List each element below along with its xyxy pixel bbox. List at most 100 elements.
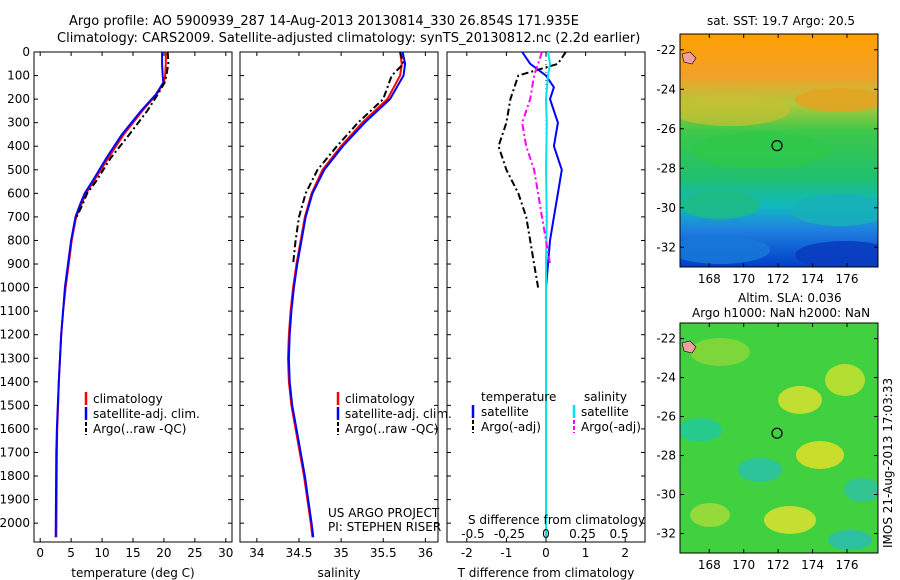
series-climatology (55, 52, 167, 538)
map-y-tick-label: -32 (656, 527, 676, 541)
legend-title-salinity: salinity (584, 390, 627, 404)
map-y-tick-label: -26 (656, 122, 676, 136)
y-tick-label: 0 (22, 45, 30, 59)
sla-map-title-line2: Argo h1000: NaN h2000: NaN (692, 306, 870, 320)
legend-title-temperature: temperature (481, 390, 556, 404)
x-axis-label: T difference from climatology (457, 566, 635, 580)
map-y-tick-label: -30 (656, 201, 676, 215)
x-tick-label: 1 (582, 546, 590, 560)
legend-label-climatology: climatology (345, 392, 415, 406)
map-x-tick-label: 170 (732, 558, 755, 572)
x-tick-label: 15 (125, 546, 140, 560)
y-tick-label: 300 (7, 116, 30, 130)
landmass-shape (681, 51, 697, 65)
legend-label-satellite: satellite-adj. clim. (93, 407, 200, 421)
landmass-shape (681, 340, 697, 354)
y-tick-label: 1800 (0, 469, 30, 483)
sst-map-title: sat. SST: 19.7 Argo: 20.5 (707, 14, 855, 28)
sst-map-axes: 168 170 172 174 176 -22 -24 -26 -28 -30 -32 (656, 34, 878, 286)
map-y-tick-label: -26 (656, 410, 676, 424)
y-tick-label: 400 (7, 139, 30, 153)
x-tick-label: 2 (621, 546, 629, 560)
x-tick-label: 25 (187, 546, 202, 560)
project-annotation: US ARGO PROJECT (328, 506, 440, 520)
x-axis-label: temperature (deg C) (71, 566, 194, 580)
series-temperature-satellite (521, 51, 563, 538)
map-x-tick-label: 172 (767, 272, 790, 286)
map-y-tick-label: -24 (656, 371, 676, 385)
y-tick-label: 700 (7, 210, 30, 224)
map-y-tick-label: -32 (656, 240, 676, 254)
series-salinity-satellite (544, 51, 552, 538)
x-tick-label: -1 (500, 546, 512, 560)
temperature-legend: climatology satellite-adj. clim. Argo(..… (84, 392, 200, 436)
sla-map-axes: 168 170 172 174 176 -22 -24 -26 -28 -30 -32 (656, 323, 878, 572)
legend-label-argo: Argo(..raw -QC) (93, 422, 186, 436)
x-tick-label: 5 (67, 546, 75, 560)
y-tick-label: 600 (7, 186, 30, 200)
series-satellite-adj-clim- (287, 51, 407, 538)
y-tick-label: 1100 (0, 304, 30, 318)
legend-label-sal-argo: Argo(-adj) (581, 420, 641, 434)
sla-map-title-line1: Altim. SLA: 0.036 (738, 291, 842, 305)
series-temperature-argo-adj- (497, 51, 567, 288)
x-tick-label: 34.5 (286, 546, 313, 560)
argo-location-marker (771, 427, 783, 439)
x-tick-label: 30 (218, 546, 233, 560)
difference-legend: temperature satellite Argo(-adj) salinit… (468, 390, 645, 527)
map-x-tick-label: 176 (836, 272, 859, 286)
top-tick-label: -0.5 (461, 527, 484, 541)
x-tick-label: 0 (36, 546, 44, 560)
legend-label-temp-satellite: satellite (481, 405, 529, 419)
series-salinity-argo-adj- (521, 51, 551, 265)
top-tick-label: 0.5 (609, 527, 628, 541)
map-y-tick-label: -30 (656, 488, 676, 502)
y-tick-label: 1000 (0, 281, 30, 295)
x-tick-label: 34 (249, 546, 264, 560)
y-tick-label: 1700 (0, 445, 30, 459)
sla-map-frame (679, 322, 879, 554)
temperature-plot: 0 5 10 15 20 25 300100200300400500600700800900… (0, 45, 233, 580)
y-tick-label: 1300 (0, 351, 30, 365)
x-axis-label: salinity (317, 566, 360, 580)
map-y-tick-label: -24 (656, 82, 676, 96)
legend-label-sal-satellite: satellite (581, 405, 629, 419)
map-x-tick-label: 168 (698, 558, 721, 572)
salinity-panel-frame (239, 51, 439, 543)
sst-map-frame (679, 33, 879, 268)
imos-timestamp: IMOS 21-Aug-2013 17:03:33 (881, 378, 895, 548)
y-tick-label: 100 (7, 69, 30, 83)
top-tick-label: 0 (542, 527, 550, 541)
y-tick-label: 2000 (0, 516, 30, 530)
map-y-tick-label: -22 (656, 43, 676, 57)
legend-label-temp-argo: Argo(-adj) (481, 420, 541, 434)
map-y-tick-label: -28 (656, 161, 676, 175)
x-tick-label: 35.5 (370, 546, 397, 560)
x-tick-label: 36 (418, 546, 433, 560)
y-tick-label: 500 (7, 163, 30, 177)
series-argo-raw-qc- (292, 51, 405, 265)
y-tick-label: 900 (7, 257, 30, 271)
difference-plot: -2 -1 0 1 2 T difference from climatology -0.5… (447, 51, 645, 580)
map-x-tick-label: 174 (801, 558, 824, 572)
argo-location-marker (771, 140, 783, 152)
x-tick-label: 35 (333, 546, 348, 560)
series-argo-raw-qc- (75, 51, 170, 218)
top-tick-label: -0.25 (494, 527, 525, 541)
x-tick-label: 10 (94, 546, 109, 560)
series-satellite-adj-clim- (54, 52, 165, 538)
x-tick-label: 0 (542, 546, 550, 560)
x-tick-label: -2 (461, 546, 473, 560)
map-y-tick-label: -28 (656, 449, 676, 463)
legend-label-climatology: climatology (93, 392, 163, 406)
series-climatology (286, 51, 403, 538)
map-y-tick-label: -22 (656, 332, 676, 346)
y-tick-label: 1600 (0, 422, 30, 436)
y-tick-label: 1500 (0, 398, 30, 412)
y-tick-label: 200 (7, 92, 30, 106)
map-x-tick-label: 174 (801, 272, 824, 286)
header-line1: Argo profile: AO 5900939_287 14-Aug-2013… (69, 14, 579, 29)
x-tick-label: 20 (156, 546, 171, 560)
legend-label-argo: Argo(..raw -QC) (345, 422, 438, 436)
